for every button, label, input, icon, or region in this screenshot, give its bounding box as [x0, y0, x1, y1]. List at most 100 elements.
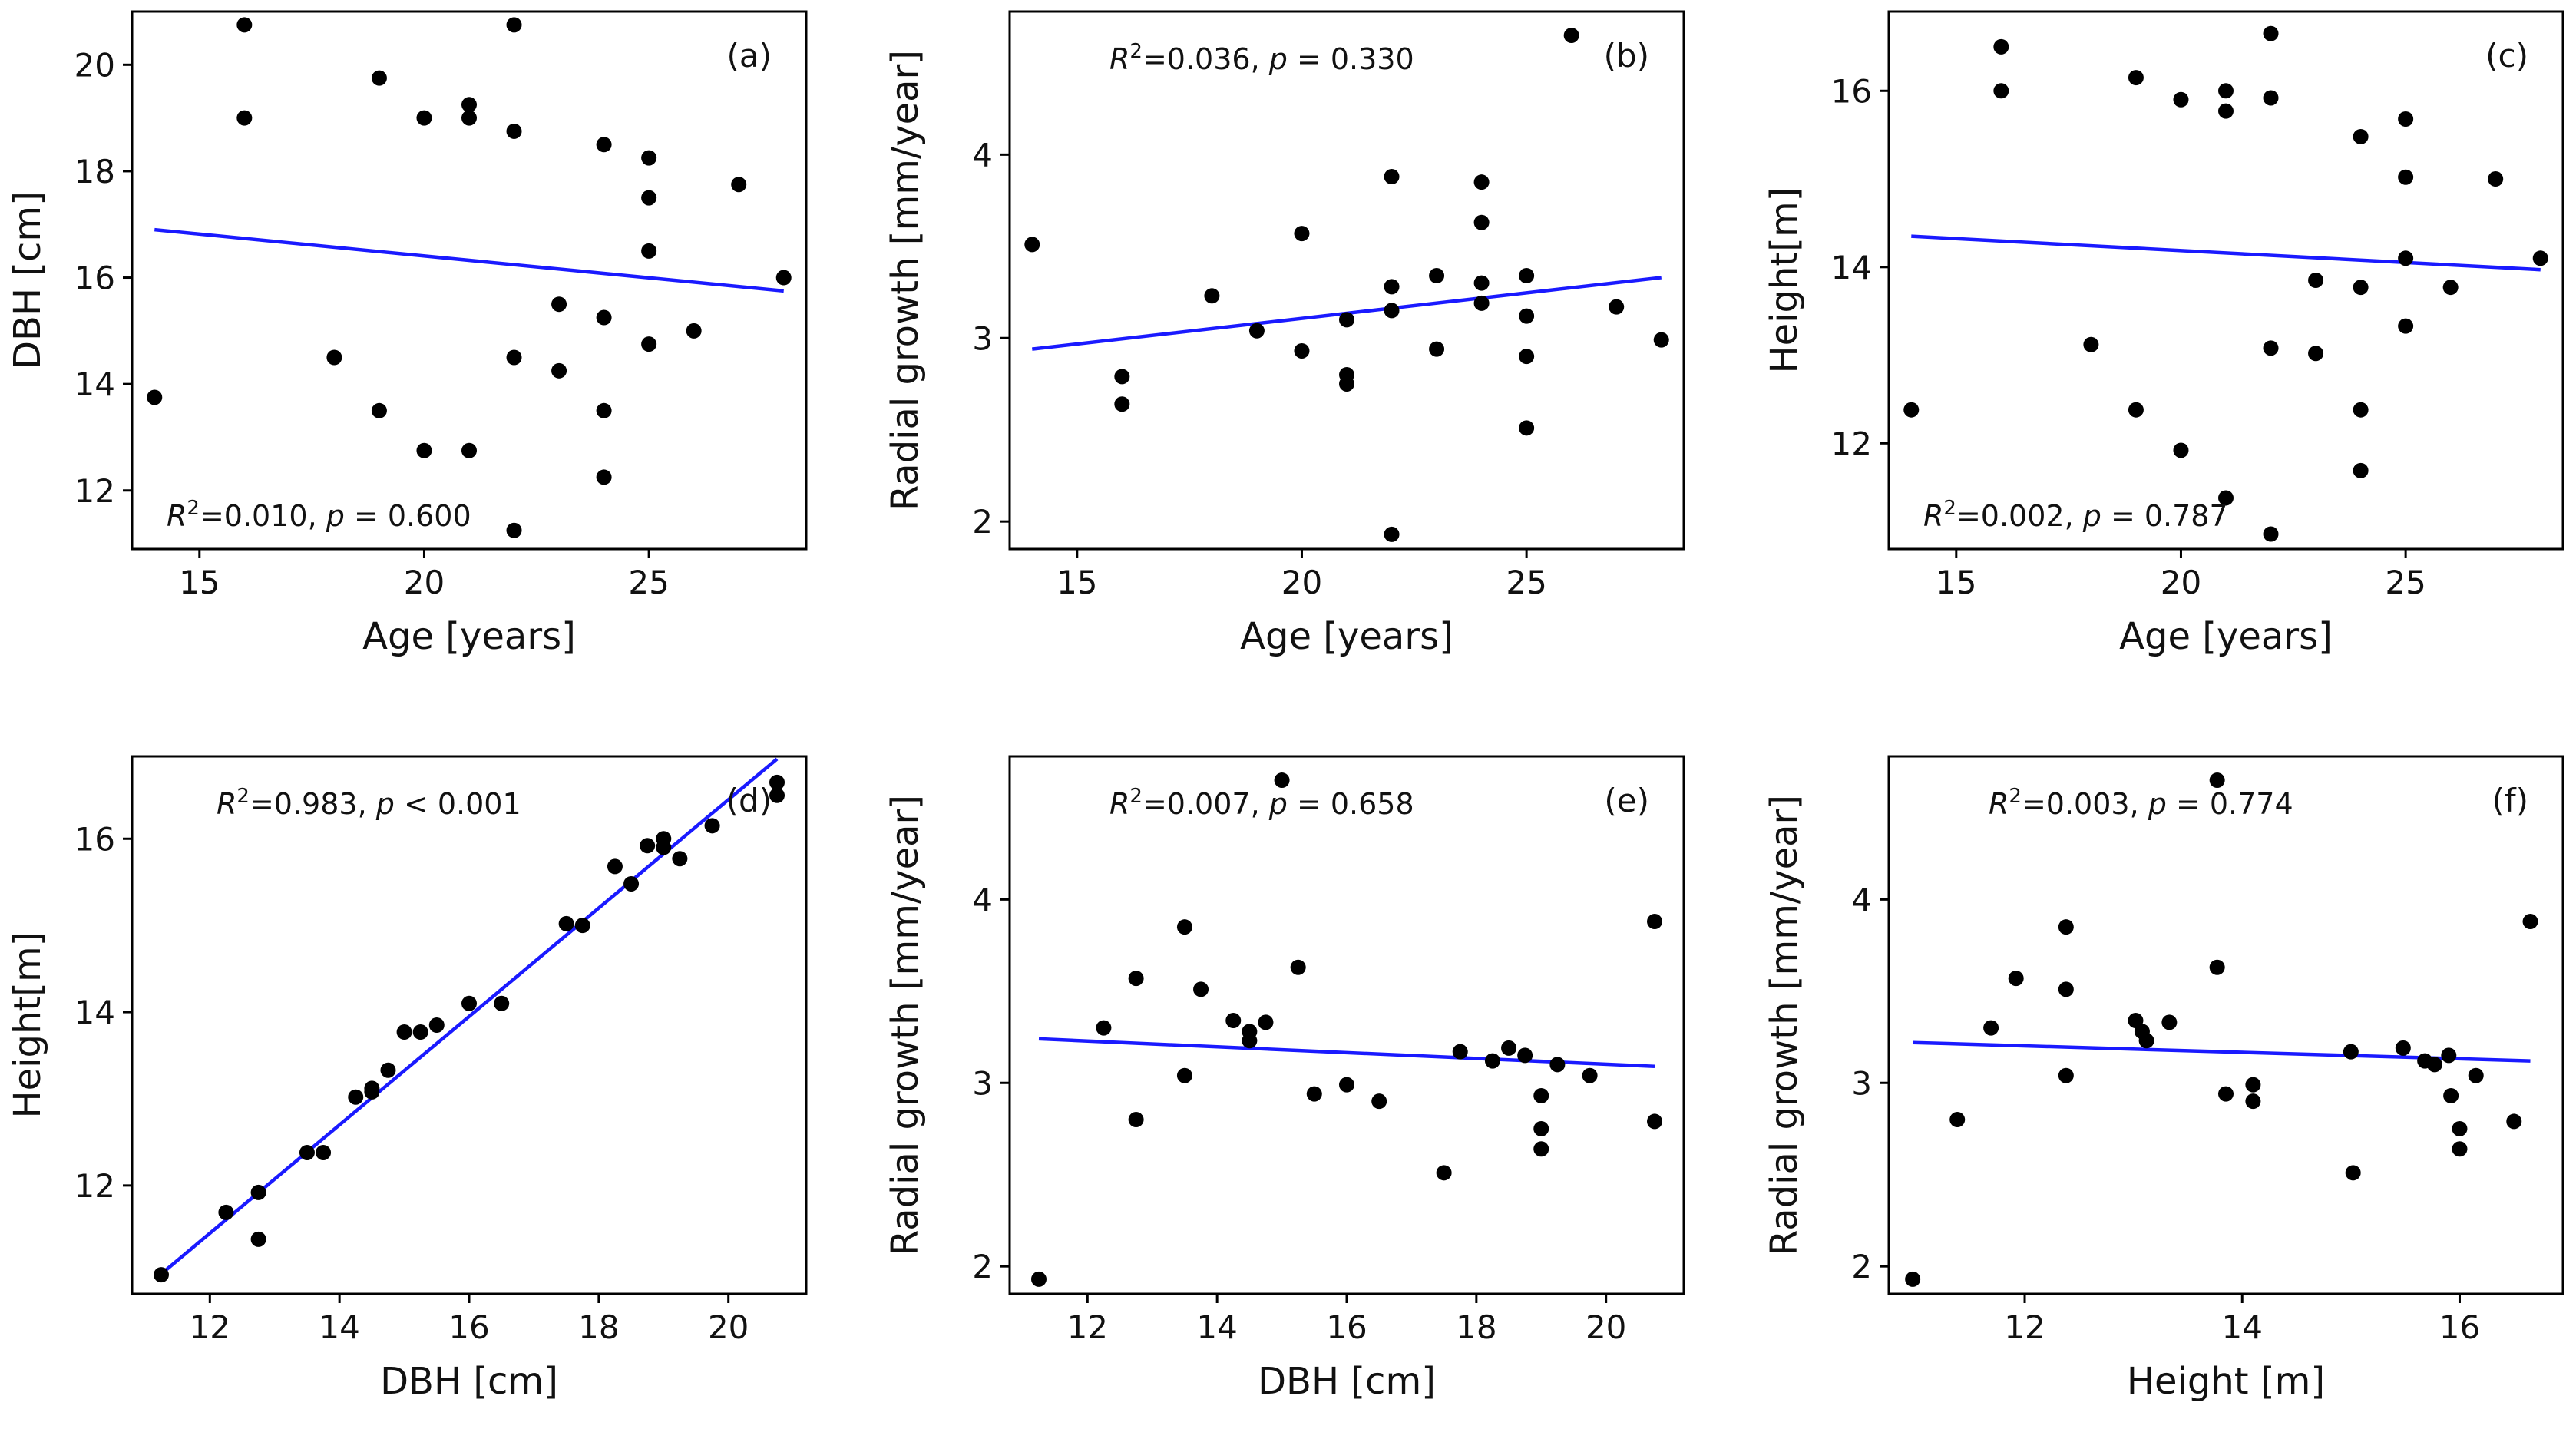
data-point	[641, 243, 657, 259]
x-tick-label: 15	[179, 564, 220, 601]
data-point	[2395, 1040, 2411, 1056]
data-point	[1306, 1086, 1322, 1102]
data-point	[1384, 169, 1400, 185]
data-point	[551, 296, 567, 313]
data-point	[1384, 303, 1400, 319]
data-point	[2083, 336, 2099, 352]
data-point	[1533, 1141, 1549, 1157]
y-tick-label: 4	[972, 136, 993, 174]
data-point	[250, 1231, 266, 1247]
axes-frame-b	[1008, 10, 1685, 551]
data-point	[2128, 402, 2144, 418]
data-point	[672, 851, 688, 867]
data-point	[428, 1017, 445, 1033]
y-tick-label: 20	[74, 46, 115, 84]
y-tick-label: 14	[74, 366, 115, 403]
data-point	[1290, 959, 1306, 975]
data-point	[2218, 1086, 2234, 1102]
y-axis-label: Height[m]	[1763, 187, 1806, 374]
data-point	[2263, 340, 2279, 356]
data-point	[2443, 1087, 2459, 1103]
regression-stats: R2=0.010, p = 0.600	[167, 497, 471, 533]
y-tick-label: 4	[1851, 881, 1872, 918]
x-tick-label: 20	[2161, 564, 2201, 601]
data-point	[2058, 1067, 2074, 1083]
x-tick-label: 20	[404, 564, 445, 601]
data-point	[1030, 1271, 1047, 1287]
data-point	[506, 17, 522, 33]
data-point	[1258, 1014, 1274, 1030]
x-tick-label: 20	[1281, 564, 1322, 601]
x-axis-label: DBH [cm]	[380, 1360, 558, 1403]
data-point	[236, 17, 253, 33]
data-point	[1429, 268, 1445, 284]
data-point	[1204, 288, 1220, 304]
panel-label: (c)	[2485, 37, 2528, 74]
data-point	[731, 177, 747, 193]
data-point	[641, 190, 657, 206]
data-point	[2426, 1057, 2442, 1073]
data-point	[506, 349, 522, 366]
data-point	[461, 442, 477, 458]
data-point	[153, 1267, 169, 1283]
data-point	[596, 469, 612, 485]
y-tick-label: 2	[972, 1248, 993, 1285]
data-point	[1096, 1020, 1112, 1036]
data-point	[2398, 250, 2414, 266]
panel-c: 15 20 25 12 14 16 Age [years] Height[m] (c) R2=0.…	[1763, 10, 2564, 658]
data-point	[2245, 1093, 2261, 1110]
y-tick-label: 4	[972, 881, 993, 918]
data-point	[2263, 25, 2279, 41]
regression-stats: R2=0.983, p < 0.001	[217, 785, 521, 821]
data-point	[299, 1144, 315, 1160]
data-point	[1294, 226, 1310, 242]
data-point	[596, 309, 612, 326]
data-point	[316, 1144, 332, 1160]
x-tick-label: 16	[1326, 1308, 1367, 1346]
regression-stats: R2=0.002, p = 0.787	[1923, 497, 2228, 533]
data-point	[574, 918, 590, 934]
data-point	[461, 995, 477, 1011]
data-point	[2308, 346, 2324, 362]
data-point	[1519, 349, 1535, 365]
x-tick-label: 12	[2004, 1308, 2045, 1346]
data-point	[2532, 250, 2548, 266]
y-axis-label: Radial growth [mm/year]	[884, 50, 927, 511]
data-point	[2173, 91, 2189, 108]
data-point	[461, 97, 477, 113]
y-tick-label: 16	[74, 260, 115, 297]
data-point	[1473, 174, 1490, 190]
data-point	[218, 1204, 234, 1220]
regression-stats: R2=0.007, p = 0.658	[1109, 785, 1414, 821]
data-point	[396, 1024, 412, 1040]
data-point	[2353, 128, 2369, 144]
data-point	[1473, 295, 1490, 311]
y-tick-label: 3	[1851, 1064, 1872, 1102]
x-tick-label: 25	[2385, 564, 2426, 601]
data-point	[1905, 1271, 1921, 1287]
panel-label: (a)	[726, 37, 772, 74]
data-point	[551, 362, 567, 379]
panel-a: 15 20 25 12 14 16 18 20 Age [years] DBH [cm] (a) R2…	[6, 10, 808, 658]
data-point	[2173, 442, 2189, 458]
data-point	[416, 110, 432, 126]
panel-label: (f)	[2492, 782, 2528, 819]
data-point	[2218, 490, 2234, 506]
data-point	[1176, 919, 1192, 935]
data-point	[1647, 1113, 1663, 1130]
y-axis-label: DBH [cm]	[6, 191, 49, 369]
data-point	[1993, 38, 2009, 55]
panel-label: (e)	[1604, 782, 1649, 819]
x-tick-label: 25	[1506, 564, 1546, 601]
data-point	[1436, 1165, 1452, 1181]
x-tick-label: 20	[708, 1308, 749, 1346]
data-point	[2398, 111, 2414, 127]
data-point	[2488, 171, 2504, 187]
axes-frame-f	[1887, 755, 2564, 1295]
panel-d: 12 14 16 18 20 12 14 16 DBH [cm] Height[m] (d) R2=0…	[6, 755, 808, 1403]
data-point	[2506, 1113, 2522, 1130]
data-point	[769, 787, 785, 803]
y-tick-label: 18	[74, 153, 115, 190]
data-point	[380, 1062, 396, 1078]
data-point	[596, 137, 612, 153]
